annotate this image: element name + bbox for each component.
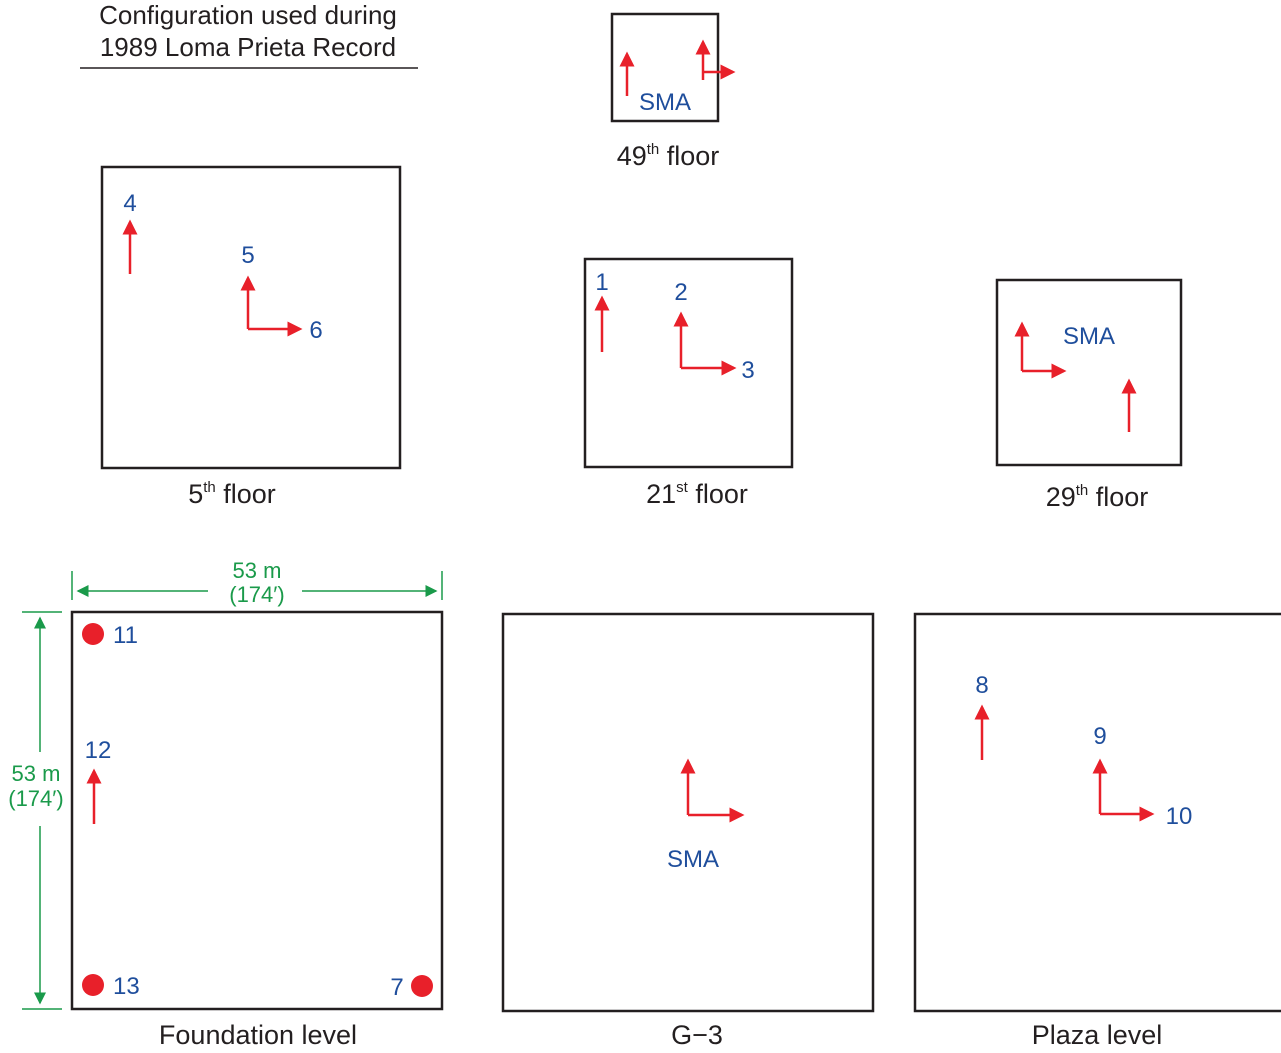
channel-2-label: 2 — [674, 279, 687, 306]
floor-21-outline — [583, 257, 794, 469]
floor-5-caption: 5th floor — [188, 479, 276, 509]
channel-11-label: 11 — [113, 622, 138, 649]
floor-49-outline — [610, 12, 720, 123]
floor-21-caption: 21st floor — [646, 479, 748, 509]
floor-5-plan: 4 5 6 5th floor — [100, 165, 402, 509]
header-line-1: Configuration used during — [99, 0, 397, 30]
width-dim-meters: 53 m — [233, 558, 282, 583]
plaza-outline — [913, 612, 1281, 1013]
channel-8-label: 8 — [975, 672, 988, 699]
floor-29-sma-label: SMA — [1063, 323, 1115, 350]
floor-49-caption: 49th floor — [617, 141, 720, 171]
plaza-caption: Plaza level — [1032, 1020, 1163, 1050]
floor-49-sma-label: SMA — [639, 89, 691, 116]
g3-outline — [501, 612, 875, 1013]
diagram-header: Configuration used during 1989 Loma Prie… — [80, 0, 418, 69]
foundation-plan: 53 m (174′) 53 m (174′) 11 12 13 7 Found… — [8, 558, 444, 1050]
plaza-plan: 8 9 10 Plaza level — [913, 612, 1281, 1050]
channel-7-sensor-dot — [411, 975, 433, 997]
channel-13-label: 13 — [113, 973, 140, 1000]
floor-29-outline — [995, 278, 1183, 467]
width-dim-feet: (174′) — [229, 582, 284, 607]
header-line-2: 1989 Loma Prieta Record — [100, 32, 396, 62]
channel-7-label: 7 — [390, 974, 403, 1001]
g3-caption: G−3 — [671, 1020, 723, 1050]
channel-5-label: 5 — [241, 242, 254, 269]
height-dim-meters: 53 m — [12, 761, 61, 786]
height-dim-feet: (174′) — [8, 786, 63, 811]
channel-9-label: 9 — [1093, 723, 1106, 750]
channel-4-label: 4 — [123, 190, 136, 217]
channel-1-label: 1 — [595, 269, 608, 296]
channel-3-label: 3 — [741, 357, 754, 384]
floor-5-outline — [100, 165, 402, 470]
channel-13-sensor-dot — [82, 974, 104, 996]
floor-21-plan: 1 2 3 21st floor — [583, 257, 794, 509]
channel-6-label: 6 — [309, 317, 322, 344]
floor-29-plan: SMA 29th floor — [995, 278, 1183, 512]
channel-10-label: 10 — [1166, 803, 1193, 830]
channel-12-label: 12 — [85, 737, 112, 764]
g3-sma-label: SMA — [667, 846, 719, 873]
floor-29-caption: 29th floor — [1046, 482, 1149, 512]
foundation-caption: Foundation level — [159, 1020, 357, 1050]
g3-plan: SMA G−3 — [501, 612, 875, 1050]
floor-49-plan: SMA 49th floor — [610, 12, 736, 171]
foundation-outline — [70, 610, 444, 1011]
channel-11-sensor-dot — [82, 623, 104, 645]
